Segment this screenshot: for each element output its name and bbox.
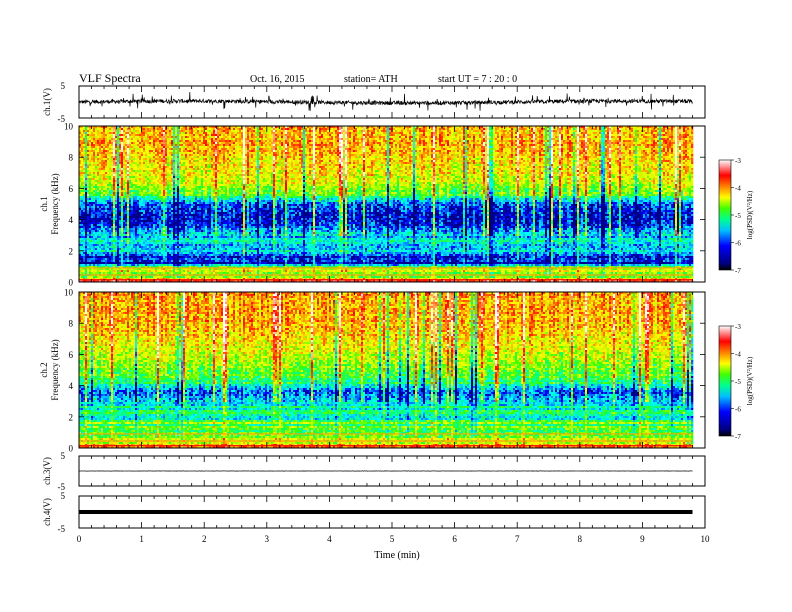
x-tick-label: 3 — [265, 534, 270, 544]
colorbar-tick-label: -7 — [735, 433, 741, 441]
y-tick-label: 6 — [69, 350, 74, 360]
y-tick-label: 10 — [64, 288, 74, 298]
y-tick-label: 0 — [69, 278, 74, 288]
figure-title: VLF Spectra — [79, 71, 141, 85]
y-axis-label-ch1-waveform: ch.1(V) — [42, 88, 52, 116]
x-axis: 0 1 2 3 4 5 6 7 8 9 10 — [77, 534, 710, 544]
colorbar-tick-label: -4 — [735, 351, 741, 359]
y-axis-label-ch2-spectrogram: Frequency (kHz) — [50, 339, 60, 400]
station-label: station= ATH — [344, 74, 398, 85]
y-tick-label: 10 — [64, 122, 74, 132]
x-tick-label: 9 — [640, 534, 645, 544]
colorbar-tick-label: -6 — [735, 240, 741, 248]
y-tick-label: 4 — [69, 381, 74, 391]
colorbar-tick-label: -5 — [735, 378, 741, 386]
x-tick-label: 4 — [327, 534, 332, 544]
x-tick-label: 1 — [139, 534, 144, 544]
channel-label-ch1-spectrogram: ch.1 — [39, 196, 49, 211]
y-tick-label: 8 — [69, 319, 74, 329]
colorbar-tick-label: -6 — [735, 406, 741, 414]
x-tick-label: 7 — [515, 534, 520, 544]
y-tick-label: 5 — [61, 81, 66, 91]
x-tick-label: 2 — [202, 534, 207, 544]
ch1-spectrogram — [79, 126, 693, 282]
start-ut-label: start UT = 7 : 20 : 0 — [438, 74, 517, 85]
channel-label-ch2-spectrogram: ch.2 — [39, 362, 49, 377]
colorbar-tick-label: -3 — [735, 157, 741, 165]
colorbar-tick-label: -5 — [735, 212, 741, 220]
y-tick-label: 5 — [61, 491, 66, 501]
y-tick-label: 0 — [69, 444, 74, 454]
x-tick-label: 5 — [390, 534, 395, 544]
y-tick-label: 2 — [69, 246, 74, 256]
colorbar-tick-label: -3 — [735, 323, 741, 331]
ch2-spectrogram — [79, 292, 693, 448]
ch1-waveform — [79, 92, 692, 111]
date-label: Oct. 16, 2015 — [250, 74, 304, 85]
colorbar-ch1-spectrogram — [719, 160, 731, 270]
colorbar-label: log(PSD)(V²/Hz) — [746, 356, 754, 405]
x-tick-label: 0 — [77, 534, 82, 544]
colorbar-tick-label: -7 — [735, 267, 741, 275]
y-tick-label: 2 — [69, 412, 74, 422]
y-axis-label-ch3-waveform: ch.3(V) — [42, 457, 52, 485]
x-tick-label: 10 — [701, 534, 711, 544]
colorbar-label: log(PSD)(V²/Hz) — [746, 190, 754, 239]
x-axis-label: Time (min) — [374, 550, 419, 561]
y-axis-label-ch4-waveform: ch.4(V) — [42, 498, 52, 526]
x-tick-label: 6 — [452, 534, 457, 544]
colorbar-tick-label: -4 — [735, 185, 741, 193]
colorbar-ch2-spectrogram — [719, 326, 731, 436]
y-tick-label: 6 — [69, 184, 74, 194]
y-tick-label: 8 — [69, 153, 74, 163]
y-tick-label: 4 — [69, 215, 74, 225]
y-tick-label: 5 — [61, 451, 66, 461]
trace-line — [79, 92, 692, 111]
y-tick-label: -5 — [58, 524, 66, 534]
vlf-spectra-figure: VLF Spectra Oct. 16, 2015 station= ATH s… — [0, 0, 792, 612]
y-axis-label-ch1-spectrogram: Frequency (kHz) — [50, 173, 60, 234]
x-tick-label: 8 — [578, 534, 583, 544]
